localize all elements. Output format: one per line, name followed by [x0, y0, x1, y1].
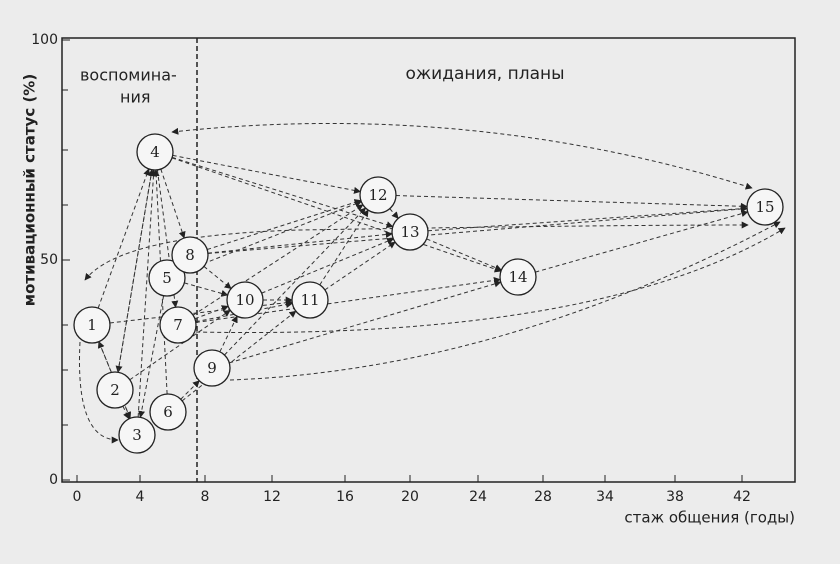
node-label: 13	[400, 223, 419, 241]
node	[226, 281, 264, 319]
edge	[229, 280, 502, 364]
node	[96, 371, 134, 409]
edge	[395, 195, 748, 210]
node-label: 3	[132, 426, 142, 444]
node	[499, 258, 537, 296]
node	[149, 393, 187, 431]
edge	[137, 169, 157, 418]
node	[118, 416, 156, 454]
edge	[129, 309, 231, 381]
node	[159, 306, 197, 344]
edge	[115, 169, 153, 373]
node-label: 5	[162, 269, 172, 287]
node-label: 15	[755, 198, 774, 216]
node-label: 1	[87, 316, 97, 334]
node	[391, 213, 429, 251]
edge	[79, 341, 119, 444]
x-tick-label: 24	[469, 489, 487, 505]
node-label: 4	[150, 143, 160, 161]
x-tick-label: 4	[136, 489, 145, 505]
node	[148, 259, 186, 297]
y-tick-label: 0	[49, 472, 58, 488]
edge	[389, 208, 399, 219]
edge	[427, 205, 748, 232]
edge	[180, 380, 200, 400]
x-tick-label: 28	[534, 489, 552, 505]
region-label: воспомина-	[80, 66, 177, 85]
x-tick-label: 16	[336, 489, 354, 505]
x-tick-label: 0	[73, 489, 82, 505]
region-label: ния	[120, 88, 150, 107]
edge	[207, 205, 748, 255]
x-tick-label: 42	[733, 489, 751, 505]
x-tick-label: 12	[263, 489, 281, 505]
x-tick-label: 34	[596, 489, 614, 505]
node	[746, 188, 784, 226]
node	[73, 306, 111, 344]
region-label: ожидания, планы	[405, 64, 564, 84]
edge	[229, 221, 781, 381]
edge	[97, 168, 150, 309]
edge	[117, 169, 155, 373]
y-tick-label: 50	[40, 252, 58, 268]
node-label: 10	[235, 291, 254, 309]
node-label: 6	[163, 403, 173, 421]
y-tick-label: 100	[31, 32, 58, 48]
edge	[181, 310, 297, 402]
x-axis-label: стаж общения (годы)	[624, 509, 795, 527]
x-tick-label: 20	[401, 489, 419, 505]
node-label: 14	[508, 268, 527, 286]
x-tick-label: 38	[666, 489, 684, 505]
edge	[184, 282, 229, 297]
node	[171, 236, 209, 274]
node	[359, 176, 397, 214]
x-tick-label: 8	[201, 489, 210, 505]
y-axis-label: мотивационный статус (%)	[21, 74, 39, 306]
edge	[171, 122, 753, 190]
node-label: 7	[173, 316, 183, 334]
node-label: 8	[185, 246, 195, 264]
edge	[84, 221, 749, 281]
edge	[194, 305, 229, 320]
node-label: 2	[110, 381, 120, 399]
node-label: 11	[300, 291, 319, 309]
node-label: 9	[207, 359, 217, 377]
edge	[160, 168, 186, 239]
node	[291, 281, 329, 319]
node-label: 12	[368, 186, 387, 204]
node	[193, 349, 231, 387]
edge	[109, 299, 293, 324]
node	[136, 133, 174, 171]
